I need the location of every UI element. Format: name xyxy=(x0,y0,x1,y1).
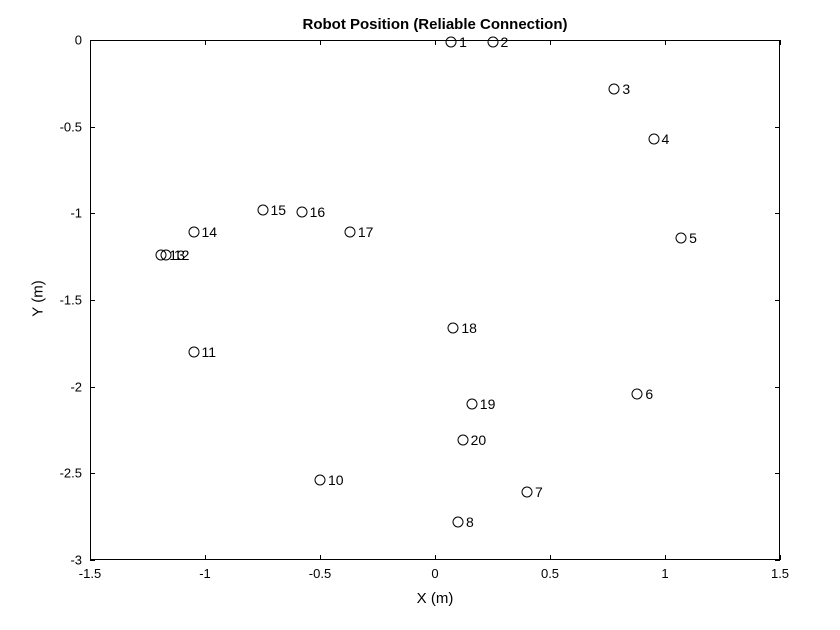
y-tick xyxy=(775,560,780,561)
x-tick xyxy=(550,555,551,560)
y-tick xyxy=(90,40,95,41)
data-point-label: 11 xyxy=(202,344,217,360)
data-point-label: 7 xyxy=(535,484,543,500)
x-tick xyxy=(205,40,206,45)
x-tick-label: -1.5 xyxy=(79,566,101,581)
data-point-label: 13 xyxy=(169,247,185,263)
data-point-label: 5 xyxy=(689,230,697,246)
x-axis-label: X (m) xyxy=(90,590,780,607)
y-tick xyxy=(90,387,95,388)
data-point xyxy=(648,133,659,144)
y-tick-label: -1 xyxy=(50,206,82,221)
y-tick-label: -2.5 xyxy=(50,466,82,481)
x-tick xyxy=(205,555,206,560)
x-tick-label: 0.5 xyxy=(541,566,559,581)
data-point-label: 4 xyxy=(662,131,670,147)
data-point xyxy=(156,249,167,260)
data-point-label: 6 xyxy=(645,386,653,402)
data-point xyxy=(296,206,307,217)
y-tick xyxy=(775,387,780,388)
y-tick xyxy=(775,127,780,128)
y-tick xyxy=(90,300,95,301)
data-point-label: 3 xyxy=(622,81,630,97)
data-point xyxy=(344,227,355,238)
x-tick-label: -1 xyxy=(199,566,211,581)
data-point xyxy=(676,232,687,243)
y-tick-label: 0 xyxy=(50,33,82,48)
x-tick xyxy=(665,40,666,45)
y-tick xyxy=(775,300,780,301)
data-point-label: 19 xyxy=(480,396,496,412)
data-point xyxy=(457,435,468,446)
data-point xyxy=(522,487,533,498)
data-point-label: 16 xyxy=(310,204,326,220)
y-tick-label: -0.5 xyxy=(50,119,82,134)
x-tick-label: 1.5 xyxy=(771,566,789,581)
y-tick xyxy=(90,473,95,474)
y-tick xyxy=(90,560,95,561)
y-axis-label: Y (m) xyxy=(30,280,47,316)
data-point-label: 18 xyxy=(461,320,477,336)
plot-area xyxy=(90,40,780,560)
data-point-label: 8 xyxy=(466,514,474,530)
data-point-label: 17 xyxy=(358,224,374,240)
data-point xyxy=(632,388,643,399)
data-point xyxy=(466,399,477,410)
x-tick xyxy=(780,40,781,45)
data-point-label: 15 xyxy=(271,202,287,218)
y-tick xyxy=(775,473,780,474)
x-tick-label: 0 xyxy=(431,566,438,581)
chart-title: Robot Position (Reliable Connection) xyxy=(90,16,780,33)
x-tick-label: 1 xyxy=(661,566,668,581)
x-tick xyxy=(435,555,436,560)
x-tick xyxy=(320,40,321,45)
y-tick xyxy=(775,213,780,214)
y-tick-label: -1.5 xyxy=(50,293,82,308)
chart-container: Robot Position (Reliable Connection) X (… xyxy=(0,0,840,630)
data-point xyxy=(188,227,199,238)
y-tick-label: -2 xyxy=(50,379,82,394)
x-tick-label: -0.5 xyxy=(309,566,331,581)
data-point-label: 14 xyxy=(202,224,218,240)
data-point xyxy=(446,36,457,47)
data-point xyxy=(609,83,620,94)
data-point-label: 1 xyxy=(459,34,467,50)
data-point xyxy=(487,36,498,47)
y-tick-label: -3 xyxy=(50,553,82,568)
y-tick xyxy=(90,127,95,128)
data-point xyxy=(453,516,464,527)
data-point xyxy=(448,322,459,333)
x-tick xyxy=(665,555,666,560)
x-tick xyxy=(550,40,551,45)
data-point xyxy=(257,204,268,215)
y-tick xyxy=(775,40,780,41)
data-point xyxy=(188,347,199,358)
data-point-label: 2 xyxy=(501,34,509,50)
x-tick xyxy=(435,40,436,45)
data-point-label: 10 xyxy=(328,472,344,488)
x-tick xyxy=(320,555,321,560)
data-point-label: 20 xyxy=(471,432,487,448)
x-tick xyxy=(780,555,781,560)
data-point xyxy=(315,475,326,486)
y-tick xyxy=(90,213,95,214)
